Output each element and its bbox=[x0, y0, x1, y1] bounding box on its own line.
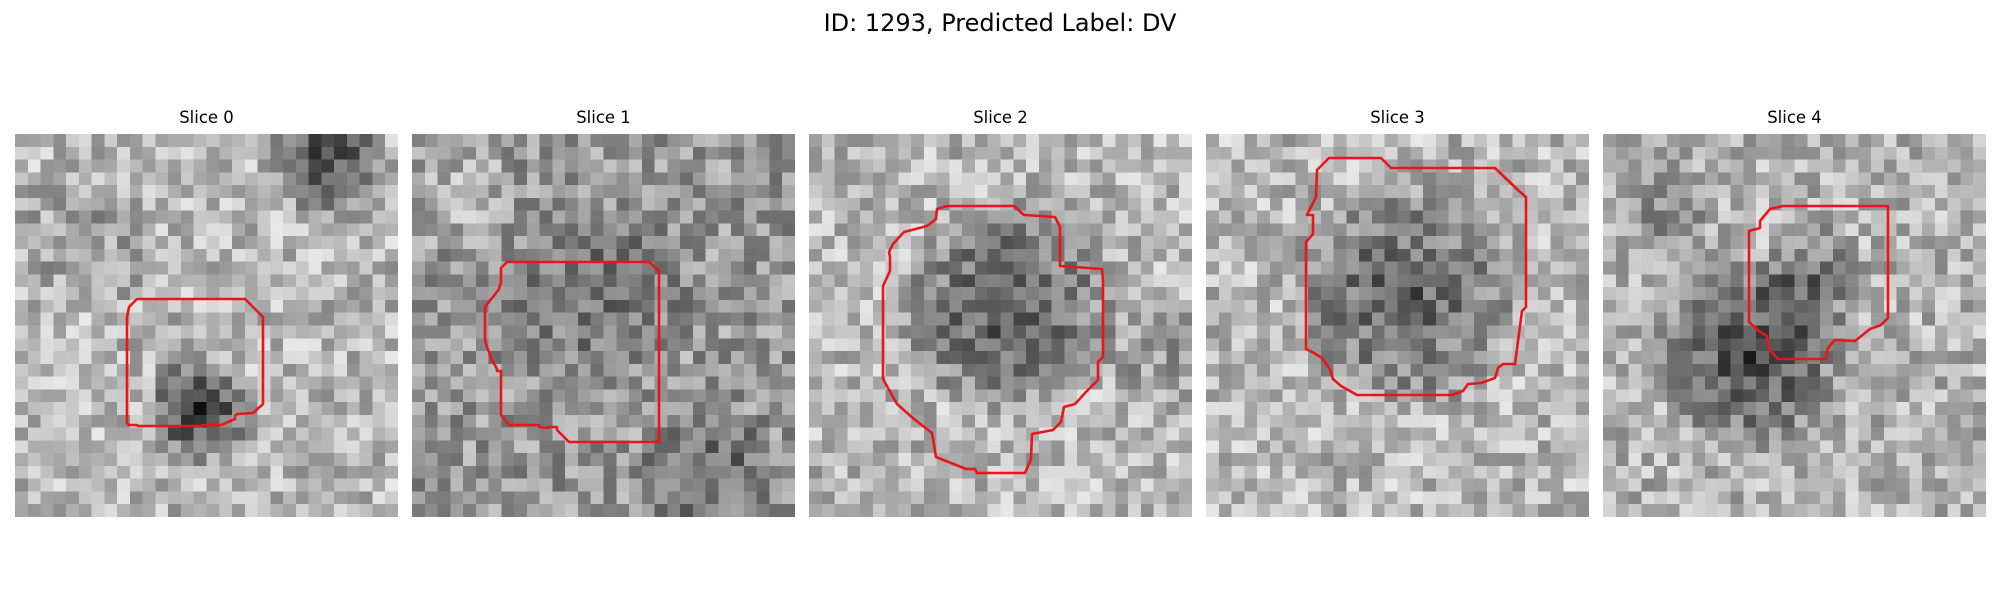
slice-image-1 bbox=[412, 134, 795, 517]
figure-title: ID: 1293, Predicted Label: DV bbox=[823, 9, 1177, 37]
slice-overlay-1 bbox=[483, 260, 661, 444]
slice-image-2 bbox=[809, 134, 1192, 517]
slice-panel-3: Slice 3 bbox=[1206, 106, 1589, 517]
segmentation-contour-2 bbox=[881, 204, 1105, 475]
slice-panel-4: Slice 4 bbox=[1603, 106, 1986, 517]
segmentation-contour-4 bbox=[1747, 204, 1890, 361]
slice-panel-1: Slice 1 bbox=[412, 106, 795, 517]
slice-panel-2: Slice 2 bbox=[809, 106, 1192, 517]
slice-overlay-0 bbox=[125, 297, 265, 428]
slice-title-0: Slice 0 bbox=[179, 108, 234, 127]
slice-title-4: Slice 4 bbox=[1767, 108, 1822, 127]
slice-overlay-2 bbox=[881, 204, 1105, 475]
slice-grayscale-image-0 bbox=[15, 134, 398, 517]
slice-title-1: Slice 1 bbox=[576, 108, 631, 127]
slice-grayscale-image-2 bbox=[809, 134, 1192, 517]
segmentation-contour-1 bbox=[483, 260, 661, 444]
segmentation-contour-3 bbox=[1304, 156, 1528, 397]
slice-image-0 bbox=[15, 134, 398, 517]
slice-grayscale-image-1 bbox=[412, 134, 795, 517]
slice-overlay-3 bbox=[1304, 156, 1528, 397]
slice-image-4 bbox=[1603, 134, 1986, 517]
slice-title-3: Slice 3 bbox=[1370, 108, 1425, 127]
slice-title-2: Slice 2 bbox=[973, 108, 1028, 127]
slice-image-3 bbox=[1206, 134, 1589, 517]
slice-grayscale-image-4 bbox=[1603, 134, 1986, 517]
segmentation-contour-0 bbox=[125, 297, 265, 428]
slice-panel-0: Slice 0 bbox=[15, 106, 398, 517]
slice-overlay-4 bbox=[1747, 204, 1890, 361]
